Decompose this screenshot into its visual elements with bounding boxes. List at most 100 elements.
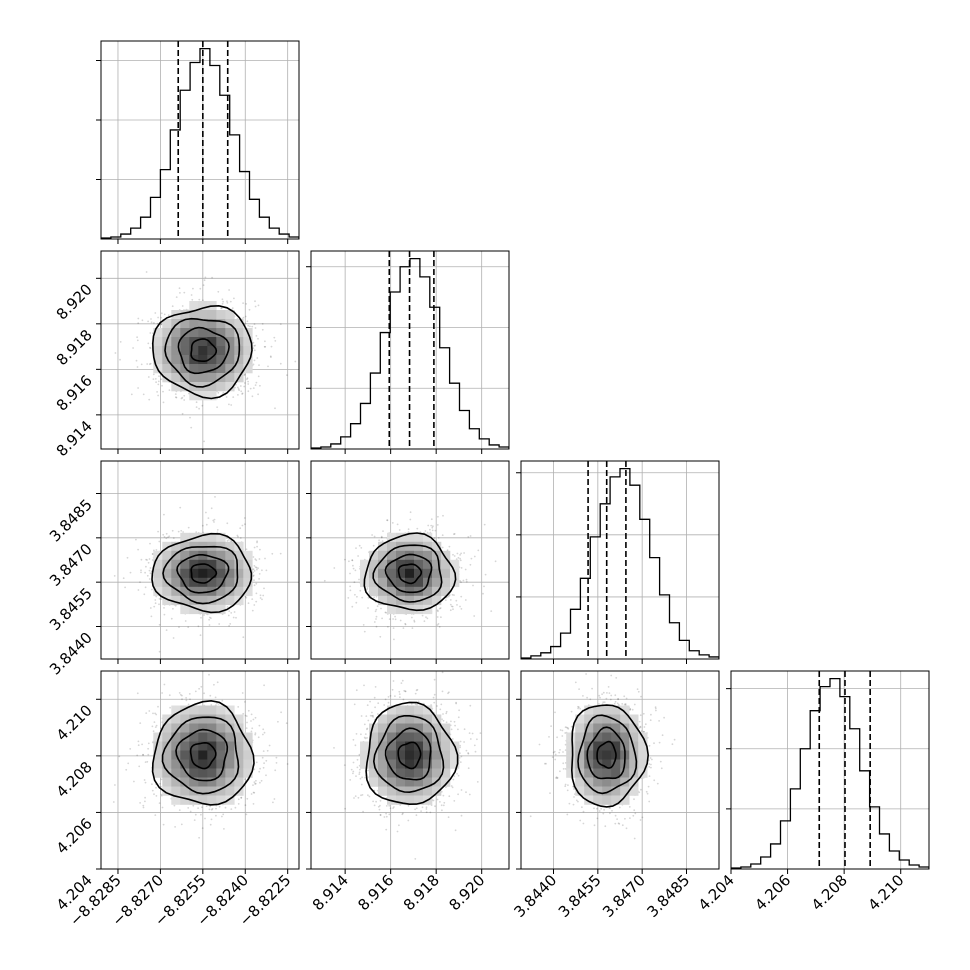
sample-point: [460, 755, 463, 758]
sample-point: [616, 818, 618, 820]
sample-point: [258, 364, 260, 366]
sample-point: [168, 694, 171, 697]
sample-point: [262, 733, 264, 736]
density-cell: [198, 714, 208, 724]
sample-point: [441, 534, 444, 537]
sample-point: [440, 790, 443, 793]
density-cell: [171, 568, 181, 579]
density-cell: [198, 750, 208, 760]
sample-point: [198, 836, 201, 839]
sample-point: [244, 315, 247, 318]
sample-point: [394, 618, 397, 621]
density-cell: [180, 714, 190, 724]
density-cell: [171, 559, 181, 570]
sample-point: [559, 729, 562, 731]
density-cell: [234, 577, 244, 588]
sample-point: [143, 593, 146, 596]
density-cell: [432, 559, 442, 570]
sample-point: [189, 416, 191, 419]
sample-point: [218, 805, 221, 808]
sample-point: [250, 713, 253, 716]
sample-point: [407, 531, 410, 534]
density-cell: [207, 577, 217, 588]
density-cell: [414, 795, 424, 805]
sample-point: [248, 308, 251, 311]
sample-point: [136, 692, 139, 695]
sample-point: [137, 322, 140, 325]
sample-point: [251, 598, 254, 600]
sample-point: [245, 303, 248, 305]
sample-point: [448, 795, 451, 798]
sample-point: [392, 807, 394, 809]
sample-point: [142, 754, 145, 756]
sample-point: [598, 810, 601, 812]
density-cell: [602, 750, 612, 760]
panel-frame: [310, 250, 510, 450]
sample-point: [383, 704, 386, 706]
sample-point: [650, 763, 652, 766]
sample-point: [398, 529, 401, 531]
sample-point: [149, 572, 152, 575]
sample-point: [250, 793, 253, 795]
sample-point: [253, 359, 256, 362]
sample-point: [460, 567, 463, 569]
sample-point: [181, 698, 183, 701]
density-cell: [153, 741, 163, 751]
density-cell: [198, 319, 208, 329]
density-cell: [171, 577, 181, 588]
density-cell: [207, 373, 217, 383]
sample-point: [437, 610, 439, 613]
sample-point: [222, 813, 225, 816]
density-cell: [593, 714, 603, 724]
density-cell: [207, 595, 217, 606]
y-tick-label: 8.920: [53, 280, 96, 323]
sample-point: [149, 332, 152, 334]
sample-point: [433, 678, 436, 681]
sample-point: [402, 812, 404, 815]
density-cell: [423, 732, 433, 742]
density-cell: [207, 559, 217, 570]
sample-point: [437, 537, 440, 539]
density-cell: [441, 750, 451, 760]
density-cell: [602, 714, 612, 724]
sample-point: [459, 559, 462, 562]
sample-point: [648, 744, 651, 747]
sample-point: [554, 711, 556, 714]
panel-frame: [310, 670, 510, 870]
sample-point: [450, 728, 453, 731]
sample-point: [162, 390, 164, 393]
sample-point: [202, 299, 204, 302]
density-cell: [414, 714, 424, 724]
sample-point: [374, 610, 377, 613]
sample-point: [245, 548, 248, 551]
sample-point: [358, 771, 361, 774]
density-cell: [405, 732, 415, 742]
density-cell: [432, 768, 442, 778]
sample-point: [566, 727, 569, 729]
density-cell: [369, 723, 379, 733]
sample-point: [168, 535, 171, 538]
sample-point: [215, 814, 217, 817]
sample-point: [552, 751, 555, 754]
density-cell: [387, 759, 397, 769]
sample-point: [637, 690, 640, 693]
sample-point: [178, 626, 180, 628]
sample-point: [425, 806, 428, 809]
sample-point: [333, 567, 336, 569]
density-cell: [225, 577, 235, 588]
sample-point: [387, 626, 389, 628]
density-cell: [423, 568, 433, 579]
sample-point: [263, 762, 265, 765]
sample-point: [380, 535, 383, 538]
sample-point: [632, 814, 635, 817]
sample-point: [415, 689, 418, 692]
density-cell: [584, 786, 594, 796]
contour-2sigma: [151, 532, 253, 614]
sample-point: [160, 323, 163, 326]
sample-point: [559, 770, 561, 773]
sample-point: [654, 707, 657, 710]
sample-point: [253, 781, 256, 784]
density-cell: [234, 586, 244, 597]
sample-point: [246, 320, 249, 323]
density-cell: [432, 741, 442, 751]
